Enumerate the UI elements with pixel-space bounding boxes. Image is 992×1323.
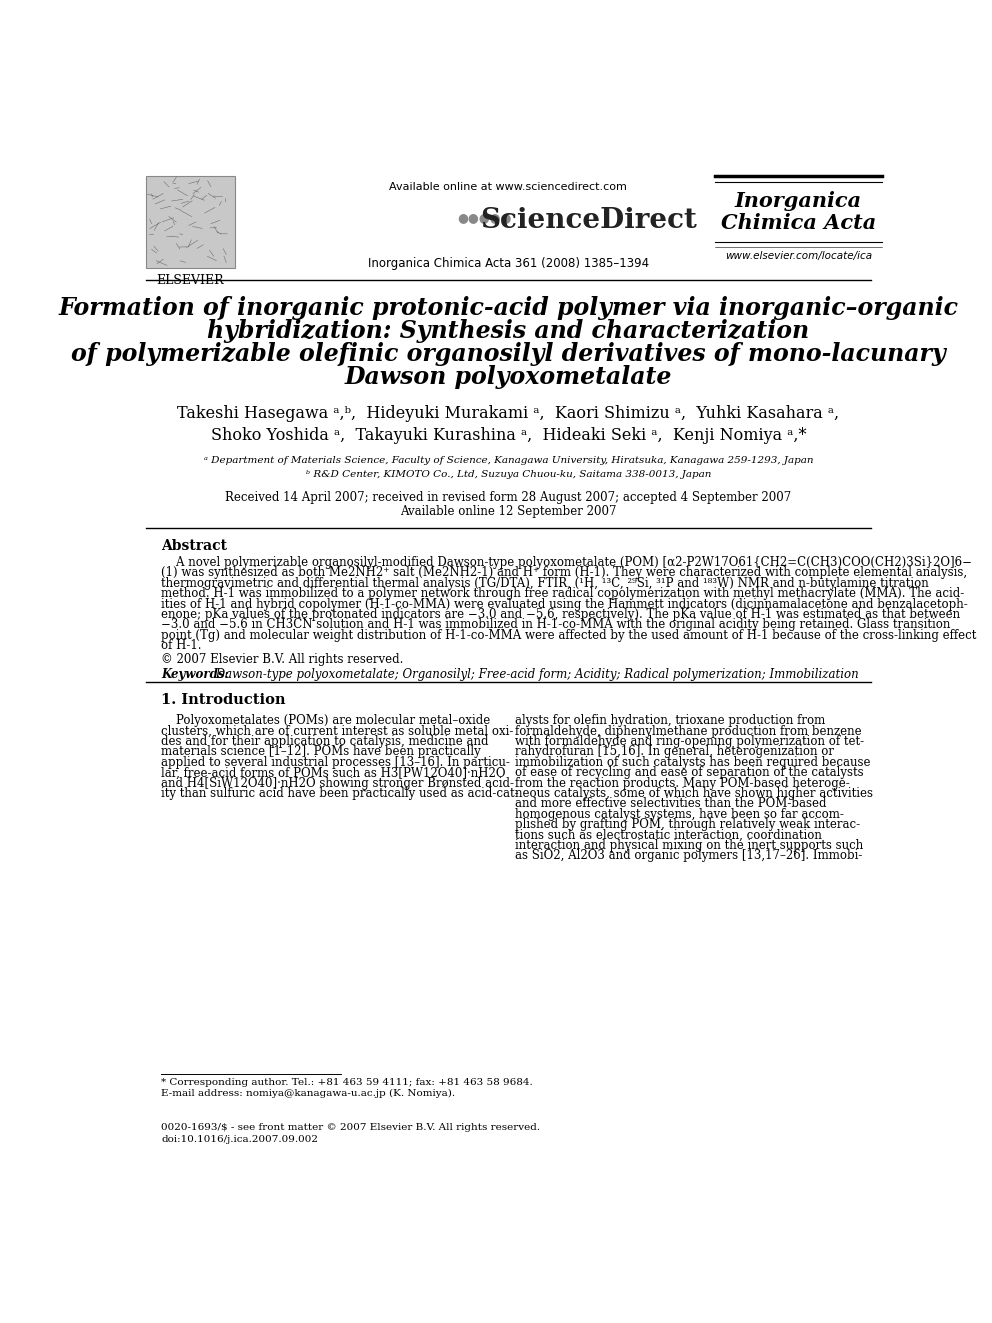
Text: clusters, which are of current interest as soluble metal oxi-: clusters, which are of current interest … xyxy=(161,725,514,738)
Text: neous catalysts, some of which have shown higher activities: neous catalysts, some of which have show… xyxy=(516,787,873,800)
Text: Formation of inorganic protonic-acid polymer via inorganic–organic: Formation of inorganic protonic-acid pol… xyxy=(59,296,958,320)
Text: doi:10.1016/j.ica.2007.09.002: doi:10.1016/j.ica.2007.09.002 xyxy=(161,1135,318,1144)
Text: alysts for olefin hydration, trioxane production from: alysts for olefin hydration, trioxane pr… xyxy=(516,714,825,728)
Text: des and for their application to catalysis, medicine and: des and for their application to catalys… xyxy=(161,736,489,747)
Text: Shoko Yoshida ᵃ,  Takayuki Kurashina ᵃ,  Hideaki Seki ᵃ,  Kenji Nomiya ᵃ,*: Shoko Yoshida ᵃ, Takayuki Kurashina ᵃ, H… xyxy=(210,427,806,443)
Text: Dawson polyoxometalate: Dawson polyoxometalate xyxy=(344,365,673,389)
Text: of polymerizable olefinic organosilyl derivatives of mono-lacunary: of polymerizable olefinic organosilyl de… xyxy=(71,343,945,366)
Text: and more effective selectivities than the POM-based: and more effective selectivities than th… xyxy=(516,798,827,811)
Text: (1) was synthesized as both Me2NH2⁺ salt (Me2NH2-1) and H⁺ form (H-1). They were: (1) was synthesized as both Me2NH2⁺ salt… xyxy=(161,566,967,579)
Text: of ease of recycling and ease of separation of the catalysts: of ease of recycling and ease of separat… xyxy=(516,766,864,779)
Text: formaldehyde, diphenylmethane production from benzene: formaldehyde, diphenylmethane production… xyxy=(516,725,862,738)
Text: and H4[SiW12O40]·nH2O showing stronger Brønsted acid-: and H4[SiW12O40]·nH2O showing stronger B… xyxy=(161,777,514,790)
Text: E-mail address: nomiya@kanagawa-u.ac.jp (K. Nomiya).: E-mail address: nomiya@kanagawa-u.ac.jp … xyxy=(161,1089,455,1098)
Text: Takeshi Hasegawa ᵃ,ᵇ,  Hideyuki Murakami ᵃ,  Kaori Shimizu ᵃ,  Yuhki Kasahara ᵃ,: Takeshi Hasegawa ᵃ,ᵇ, Hideyuki Murakami … xyxy=(178,405,839,422)
Bar xyxy=(146,176,235,269)
Text: −3.0 and −5.6 in CH3CN solution and H-1 was immobilized in H-1-co-MMA with the o: −3.0 and −5.6 in CH3CN solution and H-1 … xyxy=(161,618,950,631)
Text: ities of H-1 and hybrid copolymer (H-1-co-MMA) were evaluated using the Hammett : ities of H-1 and hybrid copolymer (H-1-c… xyxy=(161,598,968,611)
Text: of H-1.: of H-1. xyxy=(161,639,201,652)
Text: ity than sulfuric acid have been practically used as acid-cat-: ity than sulfuric acid have been practic… xyxy=(161,787,519,800)
Text: point (Tg) and molecular weight distribution of H-1-co-MMA were affected by the : point (Tg) and molecular weight distribu… xyxy=(161,628,976,642)
Text: homogenous catalyst systems, have been so far accom-: homogenous catalyst systems, have been s… xyxy=(516,808,844,820)
Text: interaction and physical mixing on the inert supports such: interaction and physical mixing on the i… xyxy=(516,839,864,852)
Text: Keywords:: Keywords: xyxy=(161,668,229,681)
Text: enone; pKa values of the protonated indicators are −3.0 and −5.6, respectively).: enone; pKa values of the protonated indi… xyxy=(161,609,960,620)
Text: Chimica Acta: Chimica Acta xyxy=(720,213,876,233)
Text: immobilization of such catalysts has been required because: immobilization of such catalysts has bee… xyxy=(516,755,871,769)
Text: rahydrofuran [15,16]. In general, heterogenization or: rahydrofuran [15,16]. In general, hetero… xyxy=(516,745,834,758)
Text: Available online at www.sciencedirect.com: Available online at www.sciencedirect.co… xyxy=(390,181,627,192)
Text: Abstract: Abstract xyxy=(161,540,227,553)
Text: hybridization: Synthesis and characterization: hybridization: Synthesis and characteriz… xyxy=(207,319,809,343)
Text: from the reaction products. Many POM-based heteroge-: from the reaction products. Many POM-bas… xyxy=(516,777,850,790)
Text: ELSEVIER: ELSEVIER xyxy=(156,274,223,287)
Text: materials science [1–12]. POMs have been practically: materials science [1–12]. POMs have been… xyxy=(161,745,481,758)
Text: applied to several industrial processes [13–16]. In particu-: applied to several industrial processes … xyxy=(161,755,510,769)
Text: 0020-1693/$ - see front matter © 2007 Elsevier B.V. All rights reserved.: 0020-1693/$ - see front matter © 2007 El… xyxy=(161,1123,541,1131)
Text: tions such as electrostatic interaction, coordination: tions such as electrostatic interaction,… xyxy=(516,828,822,841)
Text: Inorganica: Inorganica xyxy=(735,191,862,212)
Text: with formaldehyde and ring-opening polymerization of tet-: with formaldehyde and ring-opening polym… xyxy=(516,736,864,747)
Text: thermogravimetric and differential thermal analysis (TG/DTA), FTIR, (¹H, ¹³C, ²⁹: thermogravimetric and differential therm… xyxy=(161,577,929,590)
Text: plished by grafting POM, through relatively weak interac-: plished by grafting POM, through relativ… xyxy=(516,818,860,831)
Text: www.elsevier.com/locate/ica: www.elsevier.com/locate/ica xyxy=(725,251,872,261)
Text: Polyoxometalates (POMs) are molecular metal–oxide: Polyoxometalates (POMs) are molecular me… xyxy=(161,714,490,728)
Text: A novel polymerizable organosilyl-modified Dawson-type polyoxometalate (POM) [α2: A novel polymerizable organosilyl-modifi… xyxy=(161,556,972,569)
Text: ᵃ Department of Materials Science, Faculty of Science, Kanagawa University, Hira: ᵃ Department of Materials Science, Facul… xyxy=(203,456,813,464)
Text: Dawson-type polyoxometalate; Organosilyl; Free-acid form; Acidity; Radical polym: Dawson-type polyoxometalate; Organosilyl… xyxy=(211,668,858,681)
Text: as SiO2, Al2O3 and organic polymers [13,17–26]. Immobi-: as SiO2, Al2O3 and organic polymers [13,… xyxy=(516,849,863,863)
Text: ScienceDirect: ScienceDirect xyxy=(480,206,697,233)
Text: Inorganica Chimica Acta 361 (2008) 1385–1394: Inorganica Chimica Acta 361 (2008) 1385–… xyxy=(368,257,649,270)
Text: method. H-1 was immobilized to a polymer network through free radical copolymeri: method. H-1 was immobilized to a polymer… xyxy=(161,587,964,601)
Text: ●●●●●: ●●●●● xyxy=(457,212,512,224)
Text: © 2007 Elsevier B.V. All rights reserved.: © 2007 Elsevier B.V. All rights reserved… xyxy=(161,652,404,665)
Text: * Corresponding author. Tel.: +81 463 59 4111; fax: +81 463 58 9684.: * Corresponding author. Tel.: +81 463 59… xyxy=(161,1078,533,1088)
Text: Available online 12 September 2007: Available online 12 September 2007 xyxy=(400,505,617,519)
Text: ᵇ R&D Center, KIMOTO Co., Ltd, Suzuya Chuou-ku, Saitama 338-0013, Japan: ᵇ R&D Center, KIMOTO Co., Ltd, Suzuya Ch… xyxy=(306,470,711,479)
Text: Received 14 April 2007; received in revised form 28 August 2007; accepted 4 Sept: Received 14 April 2007; received in revi… xyxy=(225,491,792,504)
Text: 1. Introduction: 1. Introduction xyxy=(161,693,286,706)
Text: lar, free-acid forms of POMs such as H3[PW12O40]·nH2O: lar, free-acid forms of POMs such as H3[… xyxy=(161,766,506,779)
